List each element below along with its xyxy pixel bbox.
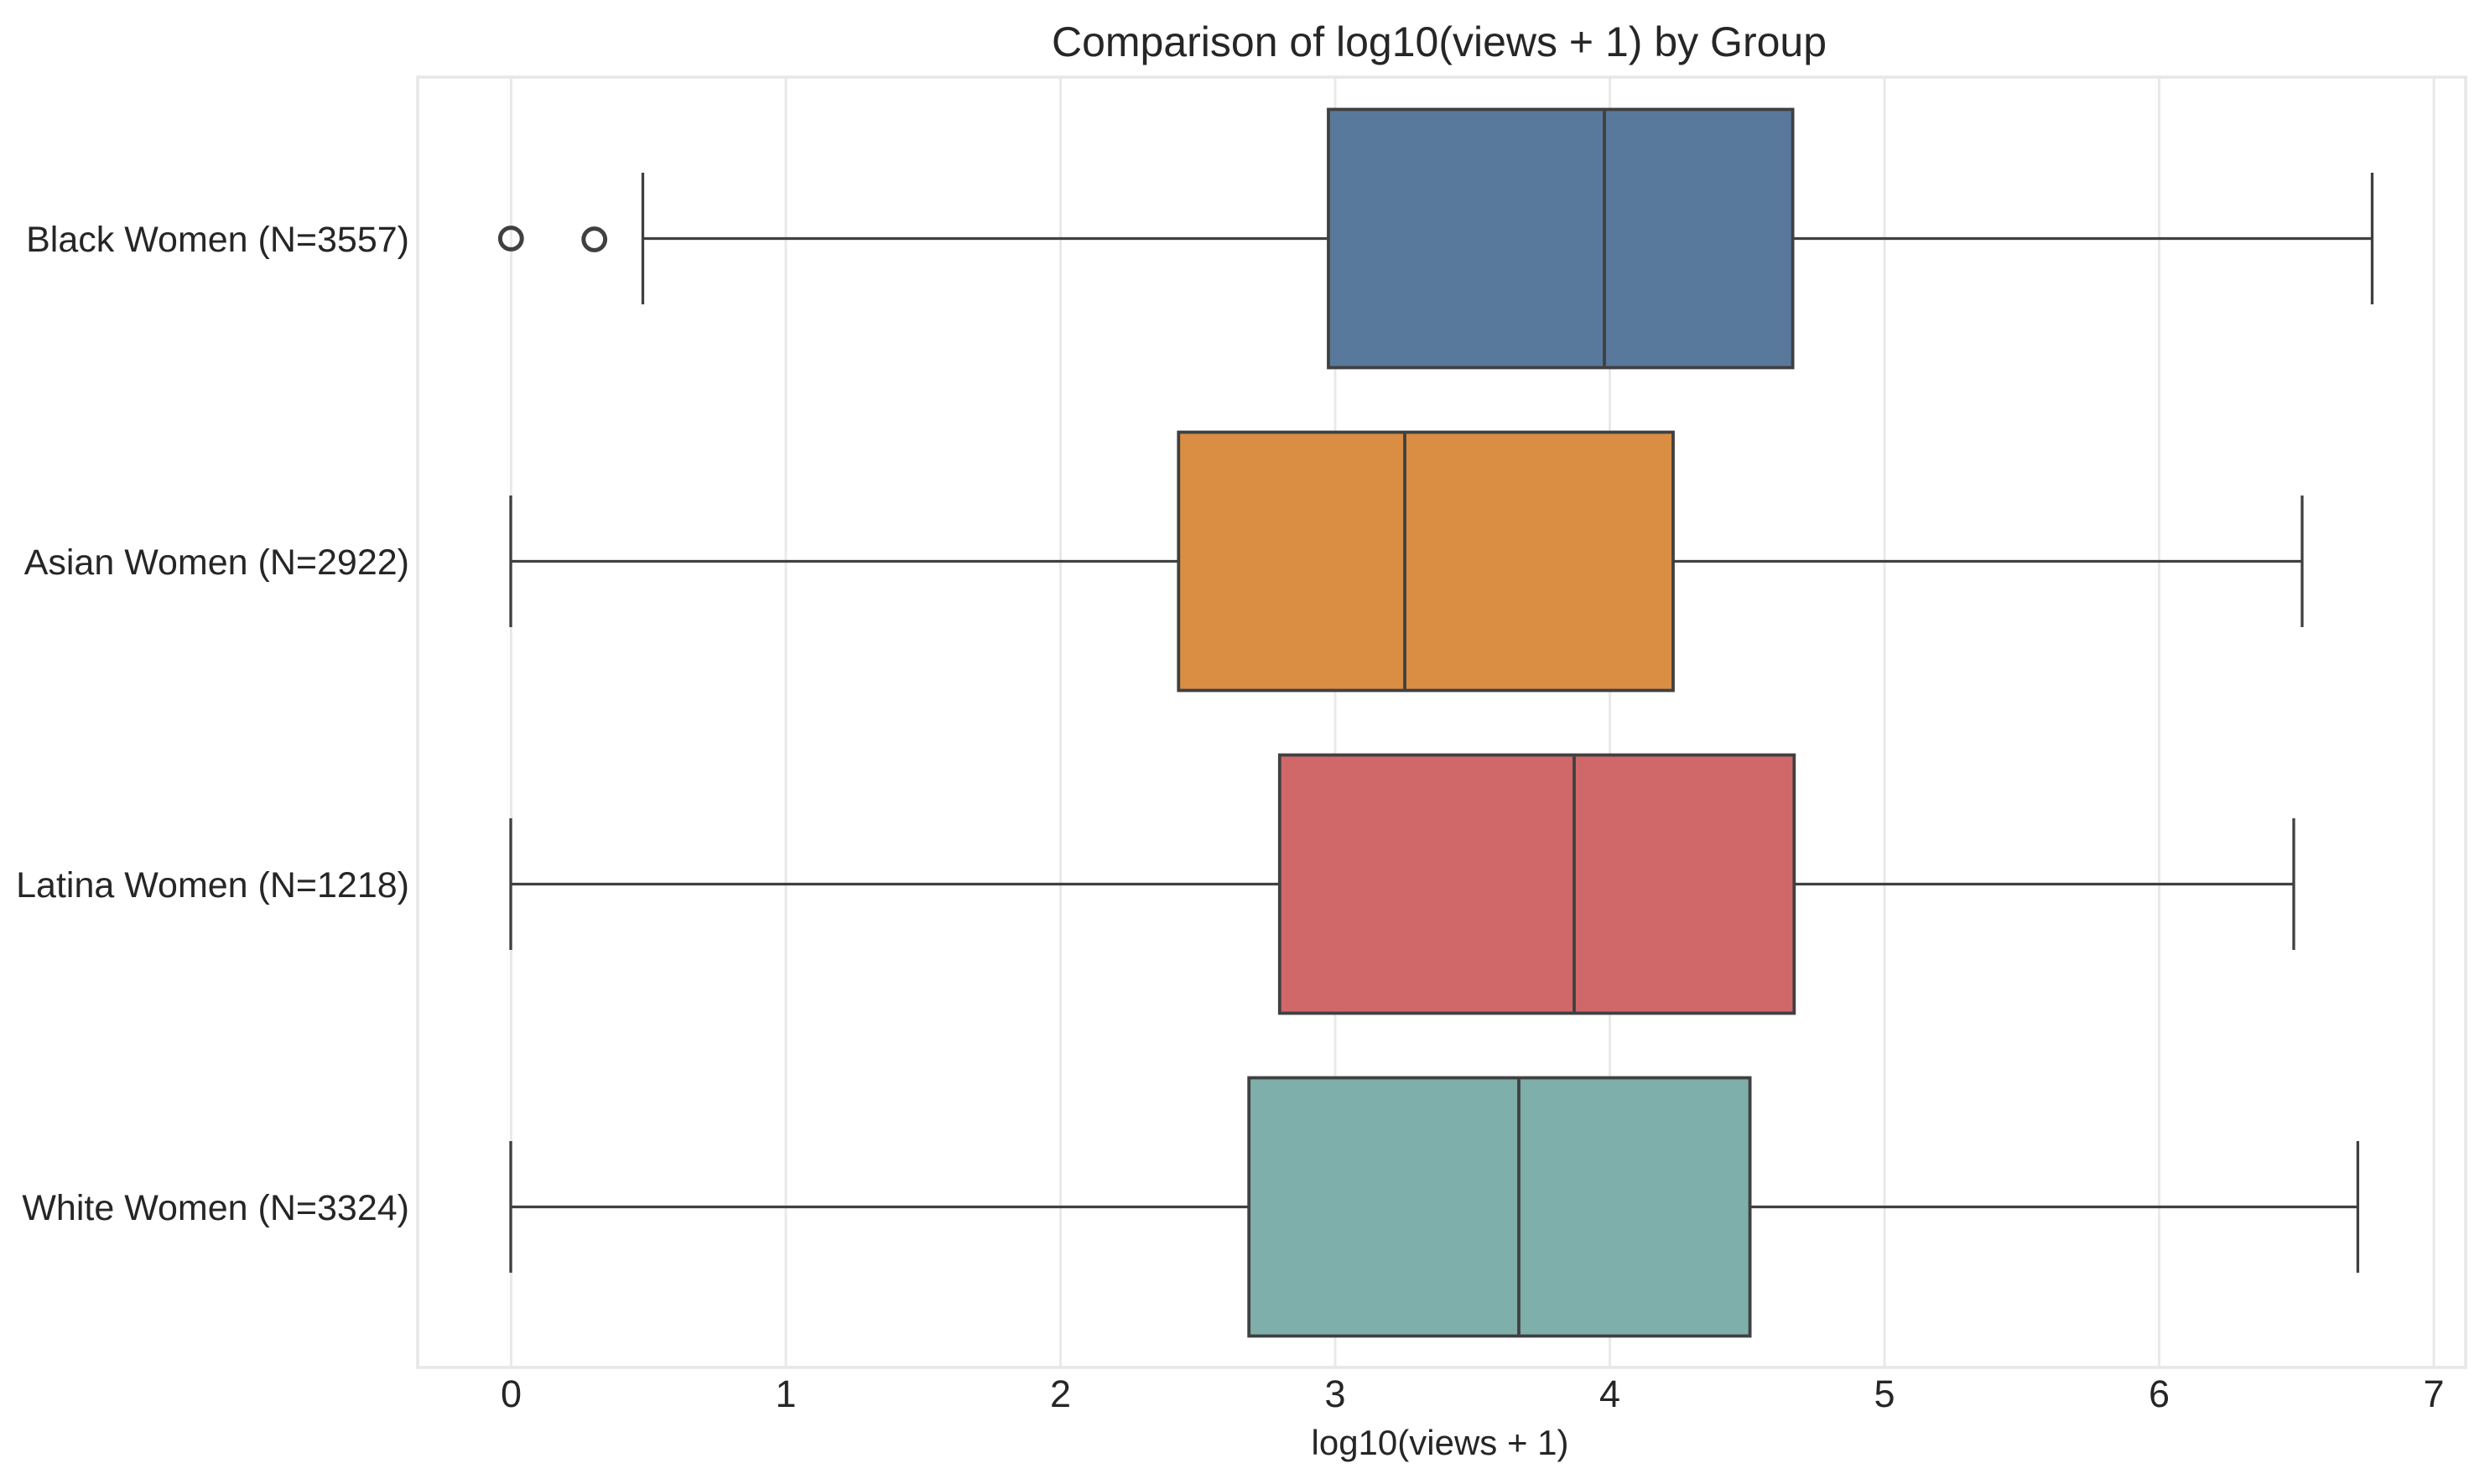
svg-text:7: 7 bbox=[2423, 1372, 2444, 1415]
svg-text:Latina Women (N=1218): Latina Women (N=1218) bbox=[16, 865, 409, 905]
svg-text:5: 5 bbox=[1874, 1372, 1895, 1415]
svg-text:Comparison of log10(views + 1): Comparison of log10(views + 1) by Group bbox=[1052, 18, 1827, 65]
svg-text:Black Women (N=3557): Black Women (N=3557) bbox=[26, 220, 409, 260]
svg-text:Asian Women (N=2922): Asian Women (N=2922) bbox=[24, 542, 409, 583]
svg-text:2: 2 bbox=[1050, 1372, 1071, 1415]
svg-text:0: 0 bbox=[501, 1372, 522, 1415]
svg-text:4: 4 bbox=[1599, 1372, 1620, 1415]
svg-text:log10(views + 1): log10(views + 1) bbox=[1312, 1423, 1569, 1462]
svg-text:3: 3 bbox=[1324, 1372, 1345, 1415]
svg-text:6: 6 bbox=[2149, 1372, 2170, 1415]
svg-text:White Women (N=3324): White Women (N=3324) bbox=[22, 1188, 409, 1228]
svg-text:1: 1 bbox=[775, 1372, 796, 1415]
